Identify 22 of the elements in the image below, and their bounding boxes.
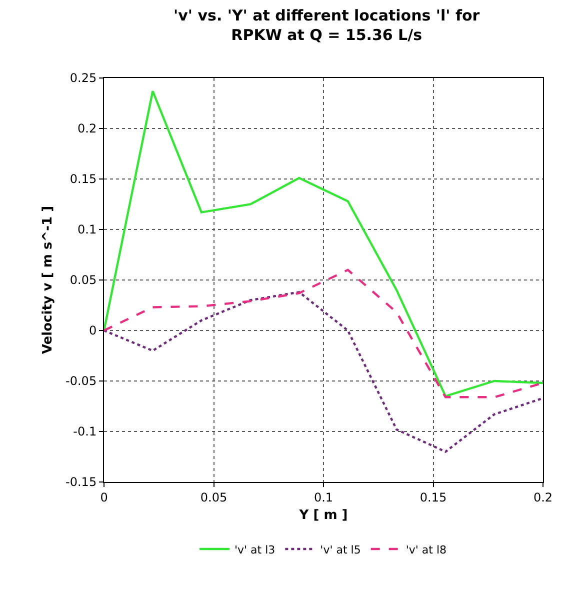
line-series	[104, 90, 543, 398]
y-tick-label: -0.05	[66, 374, 97, 388]
y-tick-label: -0.1	[73, 424, 97, 439]
y-tick-label: 0.2	[78, 122, 97, 136]
chart-title: 'v' vs. 'Y' at different locations 'l' for RPKW at Q = 15.36 L/s	[174, 6, 480, 44]
legend-label: 'v' at l3	[234, 543, 276, 556]
y-tick-label: 0	[88, 324, 97, 338]
x-axis-title: Y [ m ]	[298, 508, 348, 523]
y-tick-label: 0.25	[70, 71, 97, 86]
line-series	[104, 291, 543, 453]
legend-label: 'v' at l8	[406, 543, 447, 556]
legend-label: 'v' at l5	[320, 543, 361, 556]
y-tick-label: 0.15	[70, 172, 97, 186]
y-tick-label: 0.05	[70, 273, 97, 288]
x-tick-label: 0.05	[200, 490, 228, 504]
y-tick-label: -0.15	[66, 475, 97, 490]
x-tick-label: 0.1	[314, 490, 334, 504]
x-tick-label: 0.2	[533, 490, 553, 504]
x-tick-label: 0.15	[420, 490, 447, 504]
y-axis-title: Velocity v [ m s^-1 ]	[40, 206, 56, 354]
y-tick-label: 0.1	[78, 222, 97, 237]
x-tick-label: 0	[100, 490, 108, 504]
